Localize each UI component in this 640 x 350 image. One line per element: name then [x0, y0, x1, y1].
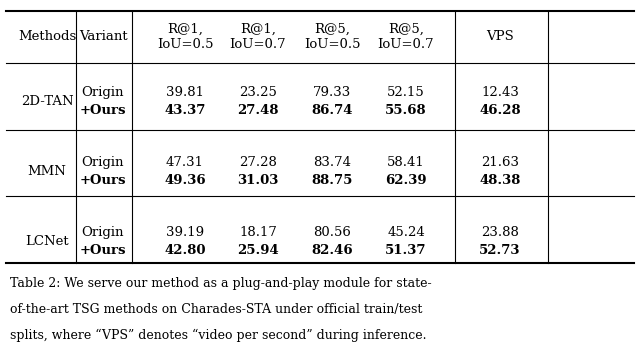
Text: 82.46: 82.46	[311, 244, 353, 257]
Text: 39.81: 39.81	[166, 86, 204, 99]
Text: 25.94: 25.94	[237, 244, 279, 257]
Text: R@5,
IoU=0.7: R@5, IoU=0.7	[378, 23, 435, 51]
Text: LCNet: LCNet	[25, 235, 69, 248]
Text: 43.37: 43.37	[164, 104, 205, 117]
Text: MMN: MMN	[28, 165, 67, 178]
Text: +Ours: +Ours	[80, 244, 126, 257]
Text: Table 2: We serve our method as a plug-and-play module for state-: Table 2: We serve our method as a plug-a…	[10, 276, 431, 289]
Text: +Ours: +Ours	[80, 104, 126, 117]
Text: Origin: Origin	[82, 156, 124, 169]
Text: splits, where “VPS” denotes “video per second” during inference.: splits, where “VPS” denotes “video per s…	[10, 329, 426, 342]
Text: VPS: VPS	[486, 30, 514, 43]
Text: 49.36: 49.36	[164, 174, 206, 187]
Text: 55.68: 55.68	[385, 104, 427, 117]
Text: R@5,
IoU=0.5: R@5, IoU=0.5	[304, 23, 360, 51]
Text: 12.43: 12.43	[481, 86, 519, 99]
Text: 18.17: 18.17	[239, 226, 277, 239]
Text: 58.41: 58.41	[387, 156, 425, 169]
Text: +Ours: +Ours	[80, 174, 126, 187]
Text: 42.80: 42.80	[164, 244, 205, 257]
Text: 47.31: 47.31	[166, 156, 204, 169]
Text: 23.88: 23.88	[481, 226, 519, 239]
Text: 48.38: 48.38	[479, 174, 521, 187]
Text: Origin: Origin	[82, 226, 124, 239]
Text: 88.75: 88.75	[311, 174, 353, 187]
Text: 79.33: 79.33	[313, 86, 351, 99]
Text: 21.63: 21.63	[481, 156, 519, 169]
Text: Methods: Methods	[18, 30, 76, 43]
Text: 80.56: 80.56	[313, 226, 351, 239]
Text: 39.19: 39.19	[166, 226, 204, 239]
Text: 83.74: 83.74	[313, 156, 351, 169]
Text: R@1,
IoU=0.7: R@1, IoU=0.7	[230, 23, 286, 51]
Text: Origin: Origin	[82, 86, 124, 99]
Text: 86.74: 86.74	[311, 104, 353, 117]
Text: 31.03: 31.03	[237, 174, 278, 187]
Text: 62.39: 62.39	[385, 174, 427, 187]
Text: 2D-TAN: 2D-TAN	[20, 95, 74, 108]
Text: 27.48: 27.48	[237, 104, 279, 117]
Text: 45.24: 45.24	[387, 226, 425, 239]
Text: 46.28: 46.28	[479, 104, 521, 117]
Text: 27.28: 27.28	[239, 156, 277, 169]
Text: Variant: Variant	[79, 30, 127, 43]
Text: 51.37: 51.37	[385, 244, 427, 257]
Text: 23.25: 23.25	[239, 86, 277, 99]
Text: R@1,
IoU=0.5: R@1, IoU=0.5	[157, 23, 213, 51]
Text: 52.15: 52.15	[387, 86, 425, 99]
Text: of-the-art TSG methods on Charades-STA under official train/test: of-the-art TSG methods on Charades-STA u…	[10, 303, 422, 316]
Text: 52.73: 52.73	[479, 244, 521, 257]
